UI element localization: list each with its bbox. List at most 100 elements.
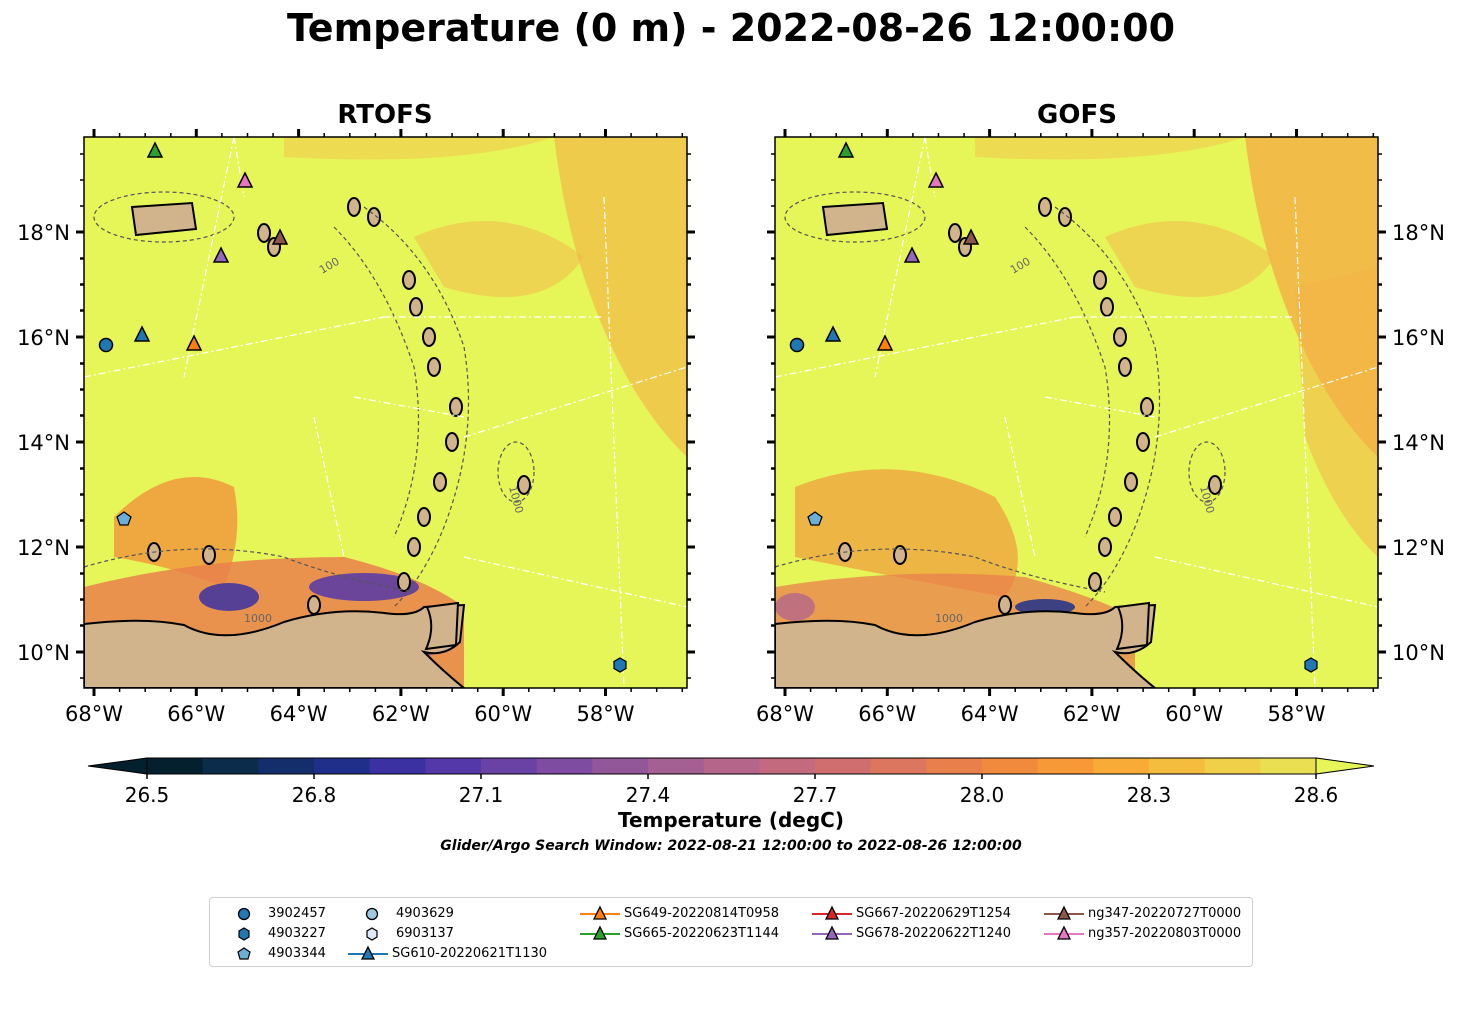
legend-label: SG610-20220621T1130 [392, 946, 548, 961]
land-puerto-rico [130, 201, 198, 237]
lon-tick-label: 66°W [858, 702, 916, 726]
observation-marker [98, 337, 114, 353]
bathymetry-contour [784, 191, 926, 243]
eez-boundary [313, 416, 345, 558]
island [1118, 357, 1132, 377]
island [257, 223, 271, 243]
colorbar-segment [536, 758, 593, 774]
land-south-america [84, 603, 466, 688]
eez-boundary [183, 137, 235, 378]
colorbar-tick-label: 27.7 [793, 783, 838, 807]
island [402, 270, 416, 290]
cold-core [775, 593, 815, 621]
island [1098, 537, 1112, 557]
colorbar-segment [926, 758, 983, 774]
lat-tick-label: 16°N [1392, 326, 1445, 350]
warm-water-patch [414, 221, 584, 297]
legend-label: SG665-20220623T1144 [624, 926, 780, 941]
colorbar-tick-label: 28.6 [1294, 783, 1339, 807]
colorbar-extend-low [87, 757, 148, 775]
lon-tick-label: 64°W [961, 702, 1019, 726]
legend-marker-icon [1044, 905, 1084, 920]
bathymetry-contour [775, 548, 1106, 593]
lon-tick-label: 64°W [270, 702, 328, 726]
island [307, 595, 321, 615]
eez-boundary [874, 137, 926, 378]
colorbar-segment [1093, 758, 1150, 774]
lon-tick-label: 68°W [756, 702, 814, 726]
island [1038, 197, 1052, 217]
observation-marker [1304, 657, 1318, 673]
lat-tick-label: 18°N [17, 221, 70, 245]
island [427, 357, 441, 377]
bathymetry-contour [1054, 206, 1161, 608]
colorbar-segment [314, 758, 371, 774]
colorbar-tick-label: 27.4 [626, 783, 671, 807]
land-trinidad [424, 601, 460, 651]
observation-marker [876, 334, 894, 351]
observation-marker [903, 246, 921, 263]
colorbar-segment [759, 758, 816, 774]
colorbar-segment [258, 758, 315, 774]
lat-tick-label: 10°N [17, 641, 70, 665]
observation-marker [789, 337, 805, 353]
observation-marker [927, 171, 945, 188]
legend-marker-icon [237, 907, 251, 921]
observation-marker [212, 246, 230, 263]
contour-label: 1000 [935, 612, 963, 625]
colorbar-segment [202, 758, 259, 774]
colorbar-frame [146, 757, 1317, 775]
observation-marker [116, 511, 132, 526]
contour-label: 1000 [244, 612, 272, 625]
legend: 3902457 4903227 4903344 4903629 6903137 SG610… [209, 897, 1253, 967]
island [1124, 472, 1138, 492]
observation-marker [837, 141, 855, 158]
colorbar-tick-label: 27.1 [459, 783, 504, 807]
colorbar-tick-label: 26.8 [292, 783, 337, 807]
bathymetry-contour [333, 226, 420, 538]
colorbar-extend-high [1315, 757, 1375, 775]
colorbar-tick-label: 28.0 [960, 783, 1005, 807]
island [1208, 475, 1222, 495]
lon-tick-label: 62°W [1063, 702, 1121, 726]
land-trinidad [1115, 601, 1151, 651]
island [948, 223, 962, 243]
island [409, 297, 423, 317]
colorbar-segment [982, 758, 1039, 774]
island [517, 475, 531, 495]
colorbar-segment [481, 758, 538, 774]
lat-tick-label: 14°N [17, 431, 70, 455]
eez-boundary [1154, 556, 1378, 608]
colorbar-segment [369, 758, 426, 774]
colorbar-segment [815, 758, 872, 774]
legend-marker-icon [366, 927, 378, 941]
island [1140, 397, 1154, 417]
warm-water-region [795, 469, 1018, 597]
colorbar-segment [703, 758, 760, 774]
bathymetry-contour [84, 548, 415, 593]
island [1093, 270, 1107, 290]
island [445, 432, 459, 452]
eez-boundary [463, 556, 687, 608]
island [417, 507, 431, 527]
legend-label: SG667-20220629T1254 [856, 906, 1012, 921]
observation-marker [185, 334, 203, 351]
lat-tick-label: 12°N [1392, 536, 1445, 560]
island [407, 537, 421, 557]
eez-boundary [775, 316, 1076, 378]
eez-boundary [1294, 196, 1316, 688]
colorbar-segment [1149, 758, 1206, 774]
colorbar-segment [1037, 758, 1094, 774]
lon-tick-label: 68°W [65, 702, 123, 726]
observation-marker [807, 511, 823, 526]
island [422, 327, 436, 347]
island [347, 197, 361, 217]
warm-water-patch [1105, 221, 1275, 297]
legend-marker-icon [812, 925, 852, 940]
bathymetry-contour [363, 206, 470, 608]
lat-tick-label: 18°N [1392, 221, 1445, 245]
observation-marker [236, 171, 254, 188]
